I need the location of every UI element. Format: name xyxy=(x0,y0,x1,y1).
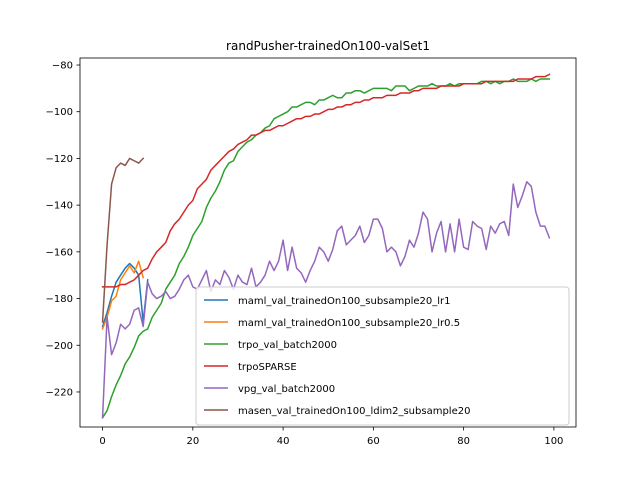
x-tick-label: 40 xyxy=(277,436,290,447)
series-line-1 xyxy=(101,260,145,330)
series-line-4 xyxy=(101,181,551,419)
series-line-0 xyxy=(101,262,149,328)
x-tick-label: 100 xyxy=(544,436,563,447)
series-line-5 xyxy=(101,157,145,323)
legend-label-5: masen_val_trainedOn100_ldim2_subsample20 xyxy=(238,406,470,417)
legend-box xyxy=(195,286,570,426)
legend-label-4: vpg_val_batch2000 xyxy=(238,384,335,395)
axes-layer: 0 20 40 60 80 100 −220 −200 −180 −160 −140 −120 −100… xyxy=(46,57,577,447)
y-tick-label: −140 xyxy=(46,201,73,212)
x-tick-label: 60 xyxy=(367,436,380,447)
legend-label-1: maml_val_trainedOn100_subsample20_lr0.5 xyxy=(238,318,460,329)
y-tick-label: −200 xyxy=(46,341,73,352)
series-line-3 xyxy=(101,73,551,288)
y-tick-label: −80 xyxy=(52,61,73,72)
series-layer xyxy=(101,73,551,419)
y-tick-label: −120 xyxy=(46,154,73,165)
legend: maml_val_trainedOn100_subsample20_lr1mam… xyxy=(195,286,570,426)
y-tick-label: −180 xyxy=(46,294,73,305)
legend-label-2: trpo_val_batch2000 xyxy=(238,340,337,351)
x-tick-label: 80 xyxy=(457,436,470,447)
axes-frame xyxy=(79,57,577,428)
chart-title: randPusher-trainedOn100-valSet1 xyxy=(226,39,430,53)
x-tick-label: 0 xyxy=(99,436,105,447)
x-tick-label: 20 xyxy=(186,436,199,447)
legend-label-0: maml_val_trainedOn100_subsample20_lr1 xyxy=(238,296,451,307)
y-tick-label: −160 xyxy=(46,247,73,258)
y-tick-label: −220 xyxy=(46,387,73,398)
legend-label-3: trpoSPARSE xyxy=(238,362,297,373)
y-tick-label: −100 xyxy=(46,107,73,118)
